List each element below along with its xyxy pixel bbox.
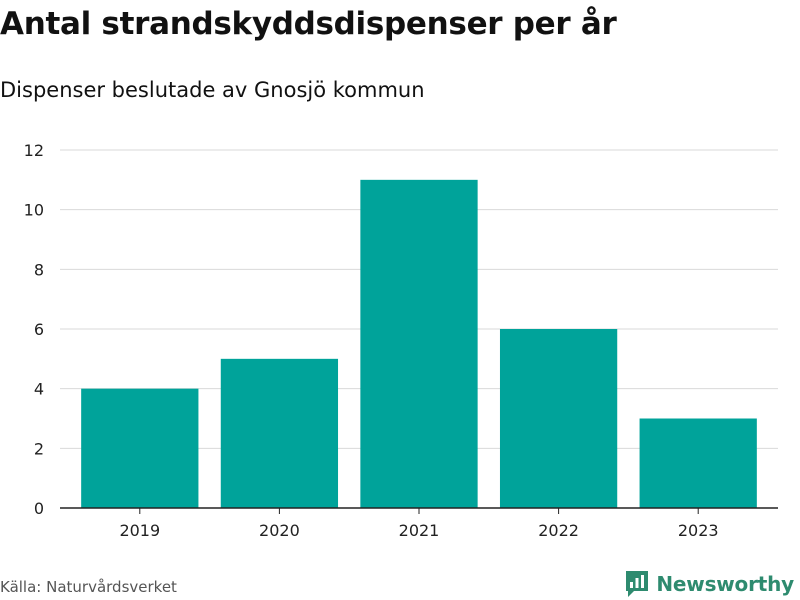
y-tick-label: 0 xyxy=(34,499,44,518)
bar-chart: 0 2 4 6 8 10 12 2019 2020 2021 2022 2023 xyxy=(24,141,778,540)
y-tick-label: 4 xyxy=(34,380,44,399)
x-tick-label: 2023 xyxy=(678,521,719,540)
brand-name: Newsworthy xyxy=(656,572,794,596)
newsworthy-logo-icon xyxy=(626,571,649,597)
bar-2023 xyxy=(639,418,757,508)
bar-2022 xyxy=(499,329,618,508)
bar-2019 xyxy=(81,388,199,508)
y-tick-label: 12 xyxy=(24,141,44,160)
y-tick-label: 6 xyxy=(34,320,44,339)
x-tick-label: 2020 xyxy=(259,521,300,540)
chart-subtitle: Dispenser beslutade av Gnosjö kommun xyxy=(0,78,425,102)
bar-2021 xyxy=(360,179,478,509)
brand-logo: Newsworthy xyxy=(624,569,794,599)
chart-title: Antal strandskyddsdispenser per år xyxy=(0,6,617,42)
bar-2020 xyxy=(220,358,339,508)
source-note: Källa: Naturvårdsverket xyxy=(0,578,177,596)
x-tick-label: 2022 xyxy=(538,521,579,540)
x-tick-label: 2021 xyxy=(399,521,440,540)
y-tick-label: 2 xyxy=(34,439,44,458)
y-tick-label: 8 xyxy=(34,260,44,279)
x-tick-label: 2019 xyxy=(119,521,160,540)
y-tick-label: 10 xyxy=(24,201,44,220)
